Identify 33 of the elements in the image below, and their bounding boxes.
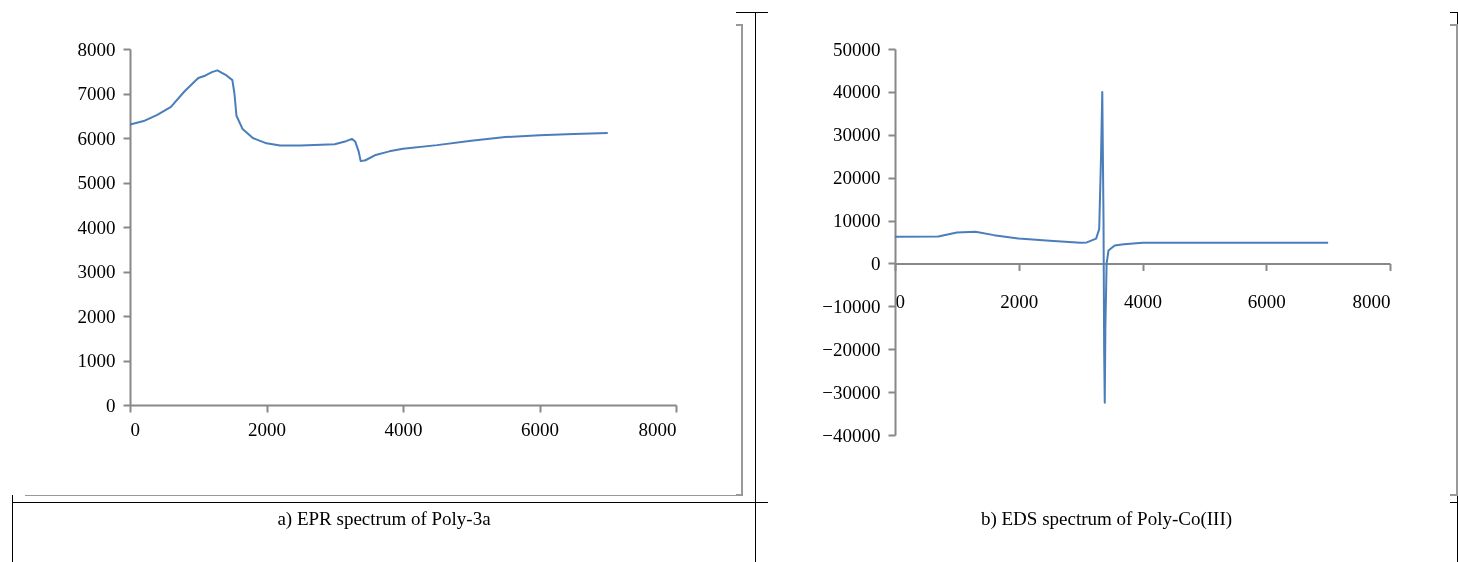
y-tick-label: 4000 [77,216,116,238]
y-tick-label: 1000 [77,350,116,371]
y-tick-label: 0 [106,394,116,416]
text: a) EPR spectrum of Poly-3a [276,508,492,530]
x-tick-label: 0 [895,290,905,312]
y-tick-label: 7000 [77,83,116,104]
y-tick-label: −30000 [822,381,881,403]
y-tick-label: 6000 [77,127,116,149]
y-tick-label: 2000 [77,305,116,327]
y-tick-label: −40000 [822,424,881,446]
y-tick-label: 50000 [833,38,881,60]
y-tick-label: 5000 [77,172,116,193]
x-tick-label: 2000 [1000,290,1039,312]
x-tick-label: 6000 [521,418,559,440]
y-tick-label: 3000 [77,261,116,282]
line-series [130,69,609,163]
y-tick-label: −10000 [822,295,881,317]
x-tick-label: 4000 [1124,290,1162,312]
x-tick-label: 8000 [1352,290,1391,312]
y-tick-label: 8000 [77,38,116,60]
y-tick-label: 40000 [833,81,881,103]
y-tick-label: 10000 [833,210,881,232]
x-tick-label: 0 [130,418,140,440]
line-series [895,90,1330,404]
y-tick-label: 20000 [833,167,881,189]
x-tick-label: 8000 [638,418,677,440]
x-tick-label: 4000 [384,418,423,440]
y-tick-label: 0 [871,252,881,274]
x-tick-label: 2000 [248,418,286,440]
x-tick-label: 6000 [1247,290,1286,312]
text: b) EDS spectrum of Poly-Co(III) [979,508,1234,530]
y-tick-label: −20000 [822,338,881,360]
y-tick-label: 30000 [833,124,881,146]
